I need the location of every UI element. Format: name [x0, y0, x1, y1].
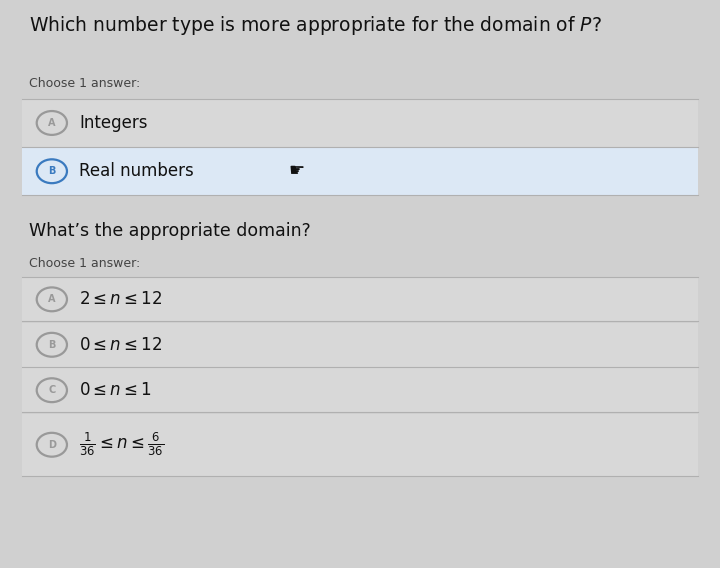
Bar	[22, 99, 698, 147]
Text: B: B	[48, 340, 55, 350]
Bar	[22, 148, 698, 195]
Text: Choose 1 answer:: Choose 1 answer:	[29, 77, 140, 90]
Text: Choose 1 answer:: Choose 1 answer:	[29, 257, 140, 270]
Text: Which number type is more appropriate for the domain of $P$?: Which number type is more appropriate fo…	[29, 14, 602, 37]
Bar	[22, 368, 698, 412]
Text: Real numbers: Real numbers	[79, 162, 194, 180]
Text: A: A	[48, 118, 55, 128]
Text: C: C	[48, 385, 55, 395]
Text: $0 \leq n \leq 1$: $0 \leq n \leq 1$	[79, 381, 152, 399]
Text: $2 \leq n \leq 12$: $2 \leq n \leq 12$	[79, 290, 163, 308]
Bar	[22, 414, 698, 476]
Text: B: B	[48, 166, 55, 176]
Bar	[22, 323, 698, 367]
Bar	[22, 277, 698, 321]
Text: D: D	[48, 440, 56, 450]
Text: Integers: Integers	[79, 114, 148, 132]
Text: A: A	[48, 294, 55, 304]
Text: $0 \leq n \leq 12$: $0 \leq n \leq 12$	[79, 336, 163, 354]
Text: $\frac{1}{36} \leq n \leq \frac{6}{36}$: $\frac{1}{36} \leq n \leq \frac{6}{36}$	[79, 431, 164, 458]
Text: ☛: ☛	[288, 162, 304, 180]
Text: What’s the appropriate domain?: What’s the appropriate domain?	[29, 222, 310, 240]
